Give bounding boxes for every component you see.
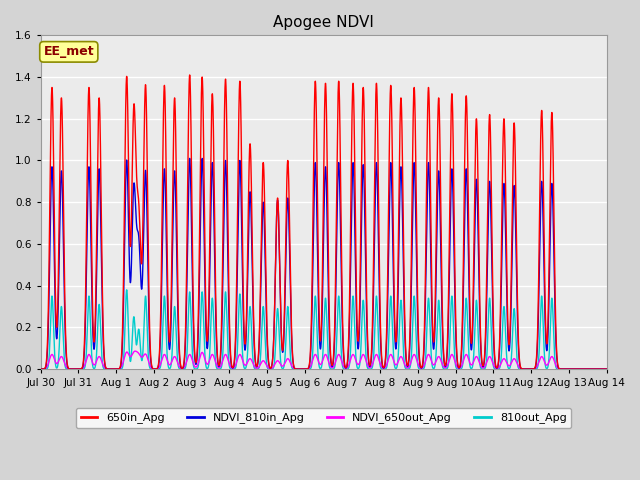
Legend: 650in_Apg, NDVI_810in_Apg, NDVI_650out_Apg, 810out_Apg: 650in_Apg, NDVI_810in_Apg, NDVI_650out_A… xyxy=(76,408,571,428)
Text: EE_met: EE_met xyxy=(44,45,94,59)
Title: Apogee NDVI: Apogee NDVI xyxy=(273,15,374,30)
